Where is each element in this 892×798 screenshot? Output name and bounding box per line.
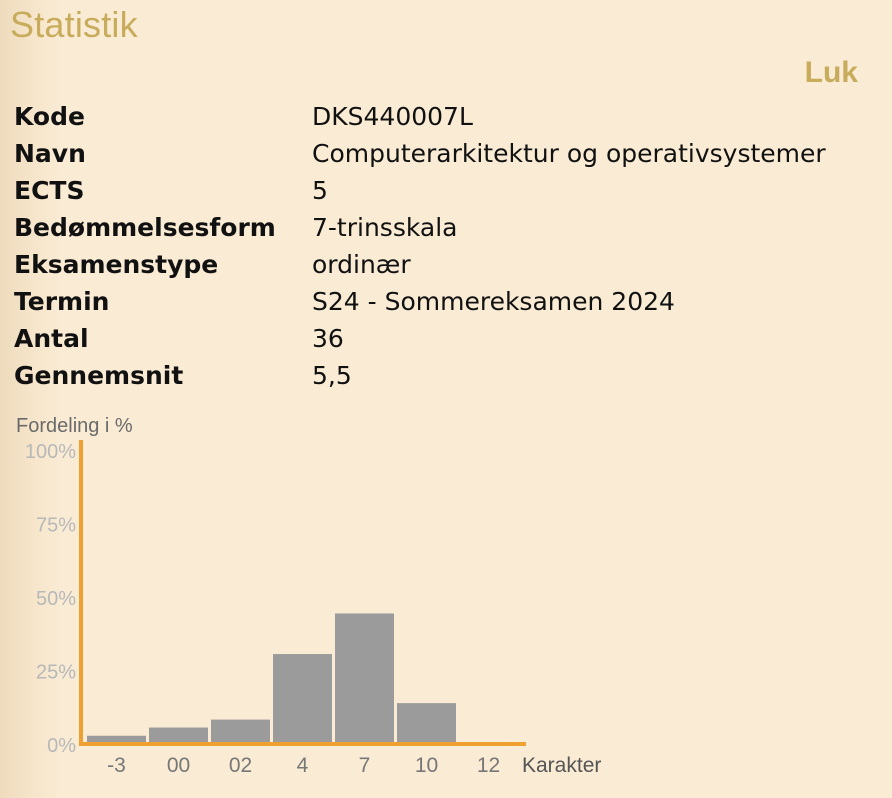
info-value: Computerarkitektur og operativsystemer [312,139,826,168]
x-tick-label: 7 [359,754,371,777]
bar [273,654,332,744]
info-value: 36 [312,324,344,353]
background-edge [0,0,60,798]
info-row-name: Navn Computerarkitektur og operativsyste… [14,135,826,172]
info-value: DKS440007L [312,102,473,131]
info-value: 5,5 [312,361,352,390]
info-label: Navn [14,139,86,168]
x-tick-label: 10 [415,754,438,777]
x-tick-label: 02 [229,754,252,777]
info-label: Gennemsnit [14,361,184,390]
bar [149,727,208,744]
x-tick-label: 00 [167,754,190,777]
y-tick-label: 25% [36,662,76,684]
y-axis-title: Fordeling i % [16,415,133,437]
bar [397,703,456,744]
info-row-exam-type: Eksamenstype ordinær [14,246,826,283]
info-row-average: Gennemsnit 5,5 [14,357,826,394]
info-row-count: Antal 36 [14,320,826,357]
y-tick-label: 75% [36,515,76,537]
info-label: Kode [14,102,85,131]
x-tick-label: 12 [477,754,500,777]
info-label: Eksamenstype [14,250,219,279]
page-title: Statistik [10,4,138,45]
bar [87,735,146,744]
x-ticks: -3 00 02 4 7 10 12 [107,754,500,777]
info-row-term: Termin S24 - Sommereksamen 2024 [14,283,826,320]
info-value: ordinær [312,250,411,279]
info-value: 5 [312,176,328,205]
x-tick-label: 4 [297,754,309,777]
y-tick-label: 0% [47,735,76,757]
close-link[interactable]: Luk [804,56,858,89]
y-tick-label: 50% [36,588,76,610]
x-axis-title: Karakter [522,754,601,777]
y-tick-label: 100% [25,441,76,463]
y-ticks: 0% 25% 50% 75% 100% [25,441,76,757]
x-tick-label: -3 [107,754,126,777]
info-label: Bedømmelsesform [14,213,276,242]
info-row-ects: ECTS 5 [14,172,826,209]
course-info-table: Kode DKS440007L Navn Computerarkitektur … [14,98,826,394]
info-label: Termin [14,287,110,316]
info-row-code: Kode DKS440007L [14,98,826,135]
bars [87,613,456,744]
info-row-assessment: Bedømmelsesform 7-trinsskala [14,209,826,246]
info-label: ECTS [14,176,85,205]
info-value: S24 - Sommereksamen 2024 [312,287,675,316]
info-value: 7-trinsskala [312,213,458,242]
bar [211,719,270,744]
grade-distribution-chart: Fordeling i % 0% 25% 50% 75% 100% -3 00 02 4 7 10… [16,415,601,777]
info-label: Antal [14,324,89,353]
bar [335,613,394,744]
